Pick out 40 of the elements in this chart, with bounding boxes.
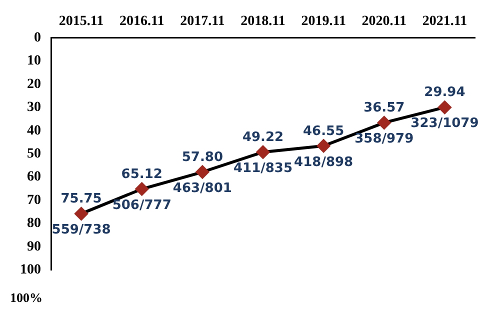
x-tick-label: 2021.11: [422, 14, 468, 30]
y-tick-label: 30: [27, 100, 41, 116]
point: [74, 207, 88, 220]
x-tick-label: 2018.11: [240, 14, 286, 30]
x-tick-label: 2016.11: [119, 14, 164, 30]
annotation: 559/738: [52, 222, 111, 238]
point: [438, 100, 452, 114]
y-tick-label: 20: [27, 76, 41, 92]
y-tick-label: 40: [27, 123, 41, 138]
y-tick-label: 0: [34, 30, 41, 46]
annotation: 323/1079: [410, 116, 479, 132]
data-label: 29.94: [424, 85, 466, 100]
y-axis-title: 100%: [10, 290, 42, 306]
annotation: 463/801: [172, 180, 232, 196]
y-tick-label: 80: [27, 216, 41, 232]
annotation: 358/979: [354, 132, 414, 147]
annotation: 411/835: [233, 160, 293, 176]
data-label: 49.22: [242, 130, 284, 145]
annotation: 418/898: [294, 154, 354, 170]
y-tick-label: 50: [27, 146, 41, 162]
data-label: 46.55: [303, 124, 344, 139]
point: [256, 146, 270, 159]
y-tick-label: 10: [27, 54, 41, 69]
x-tick-label: 2020.11: [362, 14, 407, 30]
x-tick-label: 2017.11: [180, 14, 225, 30]
point: [378, 116, 391, 130]
y-tick-label: 70: [27, 192, 41, 208]
y-tick-label: 100: [20, 262, 41, 278]
data-label: 36.57: [364, 100, 405, 116]
x-tick-label: 2015.11: [58, 14, 104, 30]
point: [317, 139, 330, 152]
y-tick-label: 60: [27, 170, 41, 185]
point: [196, 166, 209, 179]
y-tick-label: 90: [27, 239, 41, 254]
data-label: 57.80: [182, 150, 223, 165]
data-label: 75.75: [60, 192, 102, 207]
data-label: 65.12: [121, 166, 162, 182]
annotation: 506/777: [112, 198, 172, 213]
x-tick-label: 2019.11: [301, 14, 346, 30]
point: [135, 182, 148, 196]
